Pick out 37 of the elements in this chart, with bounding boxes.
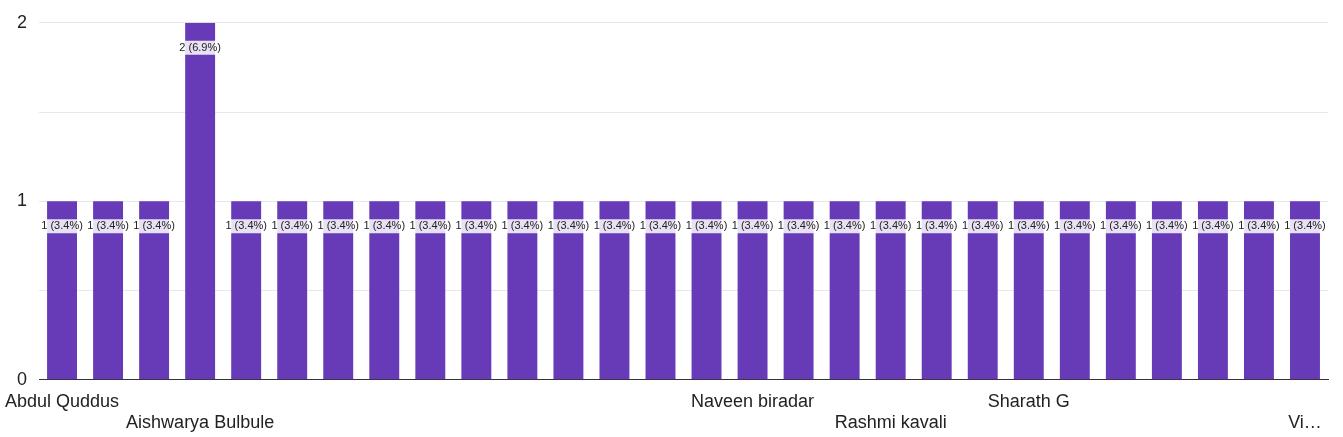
x-tick-label: Naveen biradar <box>691 390 815 411</box>
x-tick-label: Rashmi kavali <box>834 412 947 433</box>
x-tick-label: Aishwarya Bulbule <box>126 412 275 433</box>
data-label: 1 (3.4%) <box>869 219 912 232</box>
y-tick-label: 1 <box>17 190 28 211</box>
data-label: 1 (3.4%) <box>547 219 590 232</box>
data-label: 1 (3.4%) <box>1238 219 1280 232</box>
data-label: 1 (3.4%) <box>317 219 360 232</box>
data-label: 1 (3.4%) <box>1054 219 1096 232</box>
x-tick-label: Abdul Quddus <box>4 390 120 411</box>
x-tick-label: Vi… <box>1288 412 1322 433</box>
data-label: 1 (3.4%) <box>961 219 1004 232</box>
data-label: 1 (3.4%) <box>87 219 129 232</box>
data-label: 1 (3.4%) <box>363 219 406 232</box>
data-label: 1 (3.4%) <box>1146 219 1188 232</box>
data-label: 1 (3.4%) <box>409 219 452 232</box>
data-label: 1 (3.4%) <box>777 219 820 232</box>
data-label: 1 (3.4%) <box>501 219 544 232</box>
y-tick-label: 2 <box>17 11 28 32</box>
data-label: 1 (3.4%) <box>271 219 313 232</box>
data-label: 1 (3.4%) <box>1192 219 1234 232</box>
data-label: 1 (3.4%) <box>1100 219 1142 232</box>
data-label: 1 (3.4%) <box>915 219 958 232</box>
data-label: 1 (3.4%) <box>1284 219 1326 232</box>
data-label: 1 (3.4%) <box>823 219 866 232</box>
data-label: 1 (3.4%) <box>593 219 636 232</box>
y-tick-label: 0 <box>17 368 28 389</box>
x-tick-label: Sharath G <box>987 390 1070 411</box>
data-label: 1 (3.4%) <box>685 219 728 232</box>
data-label: 1 (3.4%) <box>731 219 774 232</box>
data-label: 2 (6.9%) <box>179 40 221 53</box>
data-label: 1 (3.4%) <box>225 219 267 232</box>
data-label: 1 (3.4%) <box>455 219 498 232</box>
data-label: 1 (3.4%) <box>639 219 682 232</box>
data-label: 1 (3.4%) <box>41 219 83 232</box>
data-label: 1 (3.4%) <box>1007 219 1050 232</box>
data-label: 1 (3.4%) <box>133 219 175 232</box>
